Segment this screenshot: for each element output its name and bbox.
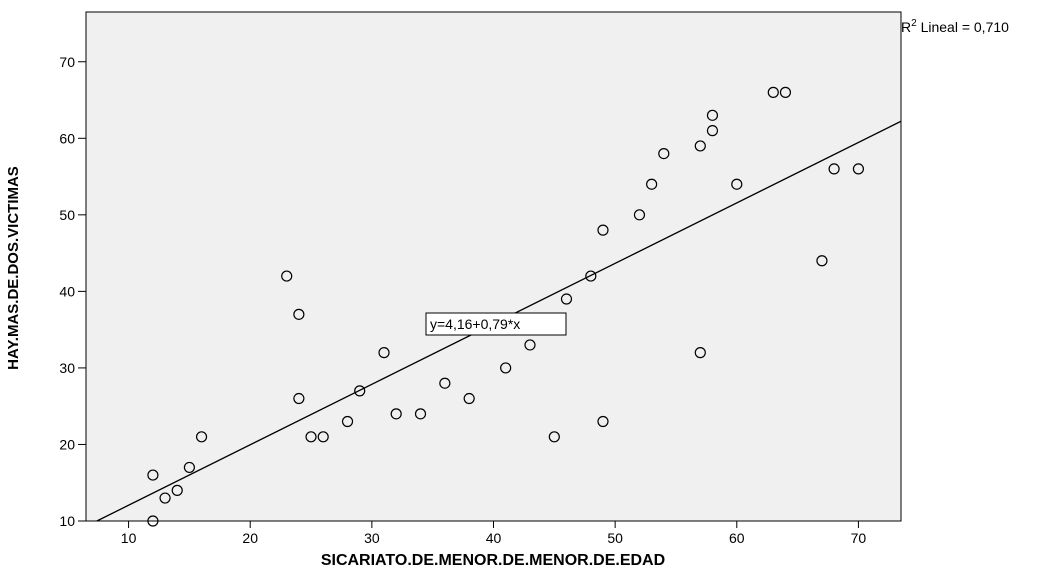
data-point <box>463 392 475 405</box>
data-point <box>500 362 512 374</box>
x-axis-title: SICARIATO.DE.MENOR.DE.MENOR.DE.EDAD <box>321 552 665 569</box>
y-tick-label: 10 <box>59 513 75 529</box>
x-axis: 10 20 30 40 50 60 70 <box>121 521 867 546</box>
data-point <box>560 293 573 305</box>
x-tick-label: 20 <box>242 530 258 546</box>
y-tick-label: 60 <box>59 130 75 146</box>
fit-equation-box: y=4,16+0,79*x <box>425 312 567 336</box>
x-tick-label: 60 <box>729 530 745 546</box>
y-tick-label: 40 <box>59 283 75 299</box>
y-tick-label: 50 <box>59 207 75 223</box>
data-point <box>779 86 792 98</box>
data-point <box>378 347 390 359</box>
data-point <box>317 431 329 443</box>
data-point <box>439 377 451 389</box>
r-squared-label: R2 Lineal = 0,710 <box>901 18 1009 35</box>
data-point <box>633 209 646 221</box>
x-tick-label: 30 <box>364 530 380 546</box>
data-points <box>147 86 865 527</box>
data-point <box>390 408 402 420</box>
y-tick-label: 30 <box>59 360 75 376</box>
data-point <box>195 431 208 443</box>
data-point <box>147 515 159 527</box>
data-point <box>706 125 719 137</box>
y-tick-label: 20 <box>59 436 75 452</box>
data-point <box>706 109 719 121</box>
data-point <box>281 270 293 282</box>
data-point <box>524 339 536 351</box>
x-tick-label: 40 <box>486 530 502 546</box>
data-point <box>694 140 706 152</box>
data-point <box>585 270 597 282</box>
data-point <box>548 431 560 443</box>
y-axis-title: HAY.MAS.DE.DOS.VICTIMAS <box>5 166 22 370</box>
data-point <box>731 178 743 190</box>
data-point <box>694 347 706 359</box>
x-tick-label: 50 <box>607 530 623 546</box>
data-point <box>293 308 305 320</box>
data-point <box>147 469 159 481</box>
data-point <box>341 415 354 428</box>
data-point <box>767 86 779 98</box>
data-point <box>159 492 171 504</box>
data-point <box>646 178 658 190</box>
data-point <box>293 392 305 405</box>
y-axis: 10 20 30 40 50 60 70 <box>59 54 86 529</box>
x-tick-label: 70 <box>851 530 867 546</box>
data-point <box>597 224 609 236</box>
data-point <box>354 385 366 397</box>
x-tick-label: 10 <box>121 530 137 546</box>
plot-area <box>85 11 902 522</box>
data-point <box>597 415 609 428</box>
data-point <box>852 163 865 175</box>
fit-equation: y=4,16+0,79*x <box>430 316 520 332</box>
data-point <box>414 408 427 420</box>
y-tick-label: 70 <box>59 54 75 70</box>
data-point <box>305 431 317 443</box>
data-point <box>816 255 828 267</box>
data-point <box>171 484 183 496</box>
data-point <box>183 461 195 474</box>
data-point <box>828 163 840 175</box>
data-point <box>658 148 670 160</box>
